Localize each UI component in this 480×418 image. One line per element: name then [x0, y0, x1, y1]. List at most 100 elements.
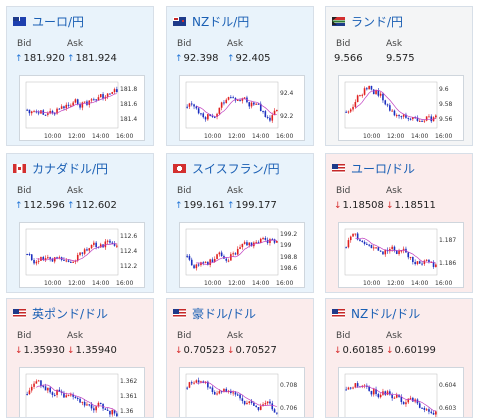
card-title[interactable]: NZドル/円	[173, 13, 249, 29]
candle-body	[412, 256, 414, 263]
ask-price: ↑92.405	[227, 53, 271, 64]
card-title[interactable]: 英ポンド/ドル	[13, 305, 108, 321]
currency-card-nzdjpy[interactable]: NZドル/円 Bid Ask ↑92.398 ↑92.405 92.4 92.2 10:00 1…	[166, 6, 314, 146]
bid-price: ↑181.920	[15, 53, 65, 64]
y-tick-label: 181.4	[120, 116, 138, 124]
candle-body	[47, 387, 49, 391]
pair-name[interactable]: ユーロ/円	[32, 14, 85, 29]
candle-body	[49, 257, 51, 259]
candle-body	[30, 386, 33, 391]
currency-card-zarjpy[interactable]: ランド/円 Bid Ask 9.566 9.575 9.6 9.58 9.56 10:00 12:…	[325, 6, 473, 146]
ask-value: 0.70527	[235, 345, 277, 356]
candle-body	[207, 114, 209, 120]
candle-body	[76, 99, 79, 105]
currency-card-cadjpy[interactable]: カナダドル/円 Bid Ask ↑112.596 ↑112.602 112.6 112.4 1…	[6, 153, 154, 293]
candle-body	[389, 249, 391, 252]
candle-body	[67, 394, 70, 396]
candle-body	[28, 109, 31, 114]
candle-body	[377, 394, 380, 398]
pair-name[interactable]: ランド/円	[351, 14, 404, 29]
currency-card-chfjpy[interactable]: スイスフラン/円 Bid Ask ↑199.161 ↑199.177 199.2 199 19…	[166, 153, 314, 293]
candle-body	[218, 107, 221, 114]
candle-body	[412, 397, 414, 402]
candle-body	[109, 93, 111, 95]
currency-card-gbpusd[interactable]: 英ポンド/ドル Bid Ask ↓1.35930 ↓1.35940 1.362 1.361 1…	[6, 298, 154, 418]
candle-body	[44, 114, 47, 116]
pair-name[interactable]: 英ポンド/ドル	[32, 306, 109, 321]
candle-body	[430, 116, 433, 122]
card-title[interactable]: NZドル/ドル	[332, 305, 420, 321]
pair-name[interactable]: NZドル/円	[192, 14, 250, 29]
y-tick-label: 198.8	[280, 253, 298, 261]
y-tick-label: 9.58	[439, 101, 453, 108]
candle-body	[200, 262, 202, 266]
candle-body	[209, 387, 211, 389]
price-chart[interactable]: 0.708 0.706	[179, 367, 305, 417]
candle-body	[266, 116, 269, 118]
pair-name[interactable]: 豪ドル/ドル	[192, 306, 257, 321]
pair-name[interactable]: ユーロ/ドル	[351, 161, 416, 176]
candle-body	[186, 255, 188, 257]
candle-body	[255, 405, 257, 407]
candle-body	[216, 113, 218, 117]
candle-body	[53, 257, 56, 262]
candle-body	[220, 391, 223, 393]
bid-price: ↓1.18508	[334, 200, 384, 211]
pair-name[interactable]: カナダドル/円	[32, 161, 109, 176]
price-chart[interactable]: 92.4 92.2 10:00 12:00 14:00 16:00	[179, 75, 305, 141]
candle-body	[377, 90, 380, 96]
card-title[interactable]: スイスフラン/円	[173, 160, 280, 176]
ask-price: ↑112.602	[67, 200, 117, 211]
y-tick-label: 0.604	[439, 381, 457, 389]
currency-card-audusd[interactable]: 豪ドル/ドル Bid Ask ↓0.70523 ↓0.70527 0.708 0.706	[166, 298, 314, 418]
candle-body	[236, 99, 239, 101]
price-chart[interactable]: 1.362 1.361 1.36	[19, 367, 145, 417]
y-tick-label: 112.2	[120, 263, 138, 271]
y-tick-label: 1.186	[439, 259, 457, 267]
card-title[interactable]: ユーロ/ドル	[332, 160, 415, 176]
x-tick-label: 16:00	[116, 280, 134, 287]
moving-average-line	[355, 89, 436, 121]
moving-average-line	[36, 384, 118, 413]
card-title[interactable]: ユーロ/円	[13, 13, 84, 29]
arrow-up-icon: ↑	[15, 201, 23, 211]
candle-body	[99, 94, 102, 98]
candle-body	[28, 254, 31, 256]
candle-body	[379, 93, 382, 96]
y-tick-label: 181.8	[120, 85, 138, 93]
price-chart[interactable]: 112.6 112.4 112.2 10:00 12:00 14:00 16:00	[19, 222, 145, 288]
currency-card-nzdusd[interactable]: NZドル/ドル Bid Ask ↓0.60185 ↓0.60199 0.604 0.603	[325, 298, 473, 418]
candle-body	[88, 404, 91, 406]
ask-label: Ask	[67, 186, 84, 196]
candle-body	[83, 401, 86, 406]
chart-frame	[25, 373, 119, 417]
candle-body	[234, 98, 237, 101]
candle-body	[225, 258, 228, 261]
price-chart[interactable]: 9.6 9.58 9.56 10:00 12:00 14:00 16:00	[338, 75, 464, 141]
candle-body	[384, 249, 387, 255]
card-title[interactable]: 豪ドル/ドル	[173, 305, 256, 321]
candle-body	[370, 244, 373, 249]
y-tick-label: 112.4	[120, 248, 138, 255]
pair-name[interactable]: NZドル/ドル	[351, 306, 421, 321]
candle-body	[356, 233, 359, 240]
candle-body	[264, 237, 267, 240]
candle-body	[402, 114, 405, 117]
card-title[interactable]: カナダドル/円	[13, 160, 108, 176]
x-tick-label: 12:00	[228, 280, 246, 287]
price-chart[interactable]: 0.604 0.603	[338, 367, 464, 417]
candle-body	[395, 394, 398, 398]
candle-body	[65, 395, 68, 398]
price-chart[interactable]: 199.2 199 198.8 198.6 10:00 12:00 14:00 16:00	[179, 222, 305, 288]
bid-price: ↑92.398	[175, 53, 219, 64]
price-chart[interactable]: 181.8 181.6 181.4 10:00 12:00 14:00 16:00	[19, 75, 145, 141]
price-chart[interactable]: 1.187 1.186 10:00 12:00 14:00 16:00	[338, 222, 464, 288]
ask-value: 199.177	[235, 200, 277, 211]
arrow-up-icon: ↑	[67, 54, 75, 64]
candle-body	[230, 390, 232, 394]
currency-card-eurjpy[interactable]: ユーロ/円 Bid Ask ↑181.920 ↑181.924 181.8 181.6 181…	[6, 6, 154, 146]
currency-card-eurusd[interactable]: ユーロ/ドル Bid Ask ↓1.18508 ↓1.18511 1.187 1.186 10…	[325, 153, 473, 293]
card-title[interactable]: ランド/円	[332, 13, 403, 29]
candle-body	[425, 259, 428, 261]
pair-name[interactable]: スイスフラン/円	[192, 161, 280, 176]
